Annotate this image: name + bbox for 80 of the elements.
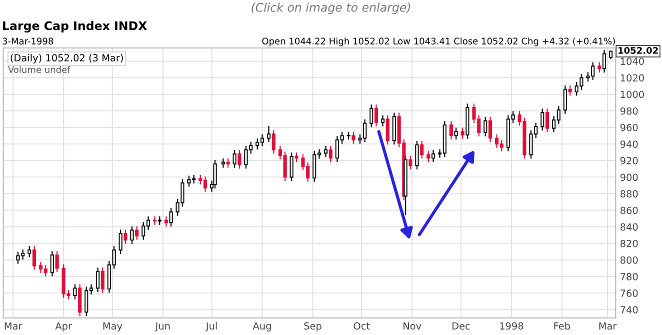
x-tick-label: Nov bbox=[404, 322, 422, 330]
y-tick-label: 1040 bbox=[620, 58, 644, 65]
candlestick bbox=[420, 140, 424, 159]
candlestick bbox=[370, 104, 374, 128]
candlestick bbox=[96, 268, 100, 292]
candlestick bbox=[266, 126, 271, 142]
candlestick bbox=[164, 216, 168, 227]
chart-title: Large Cap Index INDX bbox=[3, 21, 147, 33]
candlestick bbox=[454, 128, 458, 140]
candlestick bbox=[50, 251, 54, 276]
candlestick bbox=[213, 160, 217, 188]
candlestick bbox=[488, 116, 492, 142]
x-tick-label: Apr bbox=[55, 322, 72, 332]
y-tick-label: 940 bbox=[620, 140, 638, 148]
candlestick bbox=[449, 121, 453, 140]
candlestick bbox=[55, 251, 59, 272]
x-tick-label: Mar bbox=[4, 322, 22, 330]
x-tick-label: Aug bbox=[252, 322, 271, 332]
x-tick-label: May bbox=[103, 322, 122, 332]
candlestick bbox=[380, 115, 385, 126]
x-tick-label: 1998 bbox=[500, 322, 524, 330]
candlestick bbox=[324, 146, 328, 157]
x-tick-label: Jun bbox=[154, 322, 170, 332]
text: Open 1044.22 High 1052.02 Low 1043.41 Close 1052.02 Chg +4.32 (+0.41%) bbox=[262, 38, 615, 46]
candlestick bbox=[426, 150, 430, 162]
y-tick-label: 820 bbox=[620, 240, 638, 248]
y-tick-label: 880 bbox=[620, 190, 638, 198]
candlestick bbox=[169, 208, 173, 227]
candlestick bbox=[408, 156, 412, 170]
annotation: (Daily) 1052.02 (3 Mar) bbox=[10, 54, 123, 64]
candlestick bbox=[124, 230, 128, 244]
candlestick bbox=[602, 50, 606, 72]
candlestick bbox=[415, 140, 419, 170]
candlestick bbox=[460, 128, 464, 139]
candlestick bbox=[545, 108, 550, 132]
candlestick bbox=[568, 85, 572, 96]
y-tick-label: 920 bbox=[620, 157, 638, 164]
candlestick bbox=[232, 150, 236, 168]
y-tick-label: 1020 bbox=[620, 74, 644, 82]
x-tick-label: Oct bbox=[354, 322, 370, 330]
annotation: Volume undef bbox=[8, 66, 70, 73]
candlestick bbox=[272, 130, 276, 154]
y-tick-label: 960 bbox=[620, 124, 638, 132]
y-tick-label: 980 bbox=[620, 107, 638, 115]
y-tick-label: 780 bbox=[620, 272, 638, 280]
candlestick bbox=[73, 284, 77, 300]
candlestick bbox=[32, 246, 36, 270]
candlestick bbox=[130, 226, 134, 244]
chart-subtitle: 3-Mar-1998 bbox=[2, 38, 54, 44]
candlestick bbox=[152, 216, 157, 225]
x-tick-label: Feb bbox=[554, 322, 570, 330]
candlestick bbox=[238, 150, 242, 169]
y-tick-label: 740 bbox=[620, 306, 638, 314]
candlestick bbox=[386, 115, 390, 145]
candlestick bbox=[563, 85, 567, 114]
candlestick bbox=[346, 132, 350, 140]
y-tick-label: 840 bbox=[620, 223, 638, 231]
candlestick bbox=[540, 108, 544, 130]
candlestick bbox=[352, 132, 356, 144]
candlestick bbox=[328, 146, 332, 162]
candlestick bbox=[431, 150, 436, 162]
candlestick bbox=[28, 246, 32, 258]
x-tick-label: Sep bbox=[304, 322, 322, 332]
y-tick-label: 1000 bbox=[620, 90, 644, 98]
candlestick bbox=[374, 104, 378, 126]
text: (Click on image to enlarge) bbox=[252, 2, 410, 14]
x-tick-label: Mar bbox=[599, 322, 617, 330]
annotation: 1052.02 bbox=[618, 46, 658, 54]
y-tick-label: 860 bbox=[620, 206, 638, 214]
x-tick-label: Dec bbox=[452, 322, 470, 330]
y-tick-label: 800 bbox=[620, 256, 638, 264]
y-tick-label: 760 bbox=[620, 290, 638, 297]
candlestick bbox=[290, 152, 294, 181]
candlestick bbox=[100, 268, 104, 293]
candlestick bbox=[118, 230, 122, 254]
candlestick bbox=[135, 226, 139, 240]
candlestick bbox=[598, 62, 602, 72]
candlestick bbox=[484, 116, 488, 136]
x-tick-label: Jul bbox=[205, 322, 217, 332]
y-tick-label: 900 bbox=[620, 174, 638, 181]
